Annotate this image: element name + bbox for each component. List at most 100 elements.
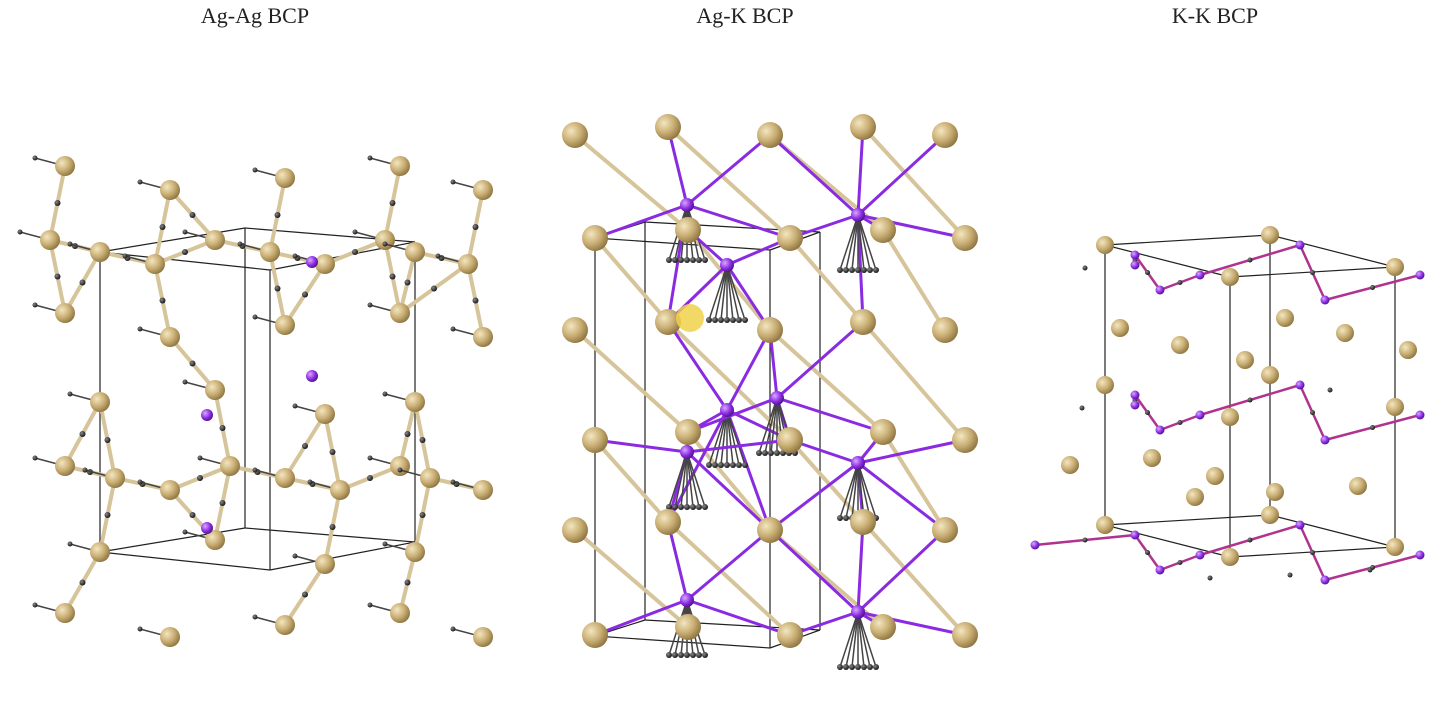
- k-atom: [1030, 540, 1040, 550]
- bcp: [736, 462, 742, 468]
- ag-atom: [1386, 258, 1404, 276]
- ag-atom: [870, 217, 896, 243]
- bcp: [79, 431, 86, 437]
- bcp: [666, 504, 672, 510]
- ag-atom: [1386, 538, 1404, 556]
- bcp: [696, 504, 702, 510]
- bond: [768, 461, 860, 532]
- bcp: [32, 302, 38, 308]
- bcp: [678, 652, 684, 658]
- ag-atom: [1061, 456, 1079, 474]
- k-atom: [1155, 425, 1165, 435]
- bcp-path: [839, 214, 859, 271]
- bcp: [696, 257, 702, 263]
- ag-atom: [390, 303, 410, 323]
- bcp: [252, 167, 258, 173]
- k-atom: [680, 593, 694, 607]
- k-atom: [1295, 520, 1305, 530]
- bond: [856, 213, 967, 240]
- k-atom: [680, 445, 694, 459]
- bcp: [861, 664, 867, 670]
- bond: [686, 430, 772, 532]
- k-atom: [720, 258, 734, 272]
- ag-atom: [315, 254, 335, 274]
- ag-atom: [562, 317, 588, 343]
- bcp-path: [720, 264, 728, 321]
- ag-atom: [205, 380, 225, 400]
- ag-atom: [205, 230, 225, 250]
- bcp: [672, 257, 678, 263]
- bcp: [389, 200, 396, 206]
- bcp: [724, 317, 730, 323]
- ag-atom: [1261, 366, 1279, 384]
- bcp: [849, 664, 855, 670]
- ag-atom: [315, 554, 335, 574]
- ag-atom: [850, 509, 876, 535]
- bcp-path: [845, 462, 859, 519]
- ag-atom: [1096, 236, 1114, 254]
- k-atom: [1130, 250, 1140, 260]
- k-atom: [1320, 575, 1330, 585]
- bcp: [690, 652, 696, 658]
- bcp: [219, 500, 226, 506]
- ag-atom: [1266, 483, 1284, 501]
- bcp: [32, 602, 38, 608]
- k-atom: [1415, 550, 1425, 560]
- ag-atom: [275, 468, 295, 488]
- ag-atom: [205, 530, 225, 550]
- k-atom: [851, 456, 865, 470]
- ag-k-structure: [562, 114, 978, 670]
- bcp-path: [726, 409, 734, 466]
- bcp: [730, 317, 736, 323]
- ag-atom: [473, 327, 493, 347]
- k-atom: [720, 403, 734, 417]
- k-atom: [201, 522, 213, 534]
- bcp: [67, 541, 73, 547]
- bcp: [237, 241, 243, 247]
- bond: [856, 520, 865, 614]
- bcp-path: [674, 451, 688, 508]
- bcp-path: [686, 451, 700, 508]
- bcp: [742, 462, 748, 468]
- k-atom: [1130, 260, 1140, 270]
- bcp-path: [726, 264, 740, 321]
- bcp: [1177, 560, 1183, 565]
- bcp: [252, 467, 258, 473]
- bcp: [329, 524, 336, 530]
- bcp-path: [770, 397, 778, 454]
- bcp: [702, 504, 708, 510]
- ag-atom: [473, 180, 493, 200]
- ag-atom: [777, 622, 803, 648]
- bcp: [189, 360, 196, 367]
- bcp: [79, 279, 86, 286]
- bcp: [762, 450, 768, 456]
- bcp-path: [839, 611, 859, 668]
- ag-atom: [952, 622, 978, 648]
- bcp-path: [686, 451, 706, 508]
- k-atom: [770, 391, 784, 405]
- bcp-path: [668, 451, 688, 508]
- bcp: [861, 267, 867, 273]
- ag-atom: [405, 242, 425, 262]
- bond: [775, 320, 865, 400]
- bcp: [1327, 387, 1333, 393]
- bcp-path: [714, 264, 728, 321]
- bcp: [1082, 265, 1088, 271]
- k-atom: [1415, 410, 1425, 420]
- k-atom: [1295, 380, 1305, 390]
- bcp: [302, 291, 308, 298]
- ag-atom: [405, 392, 425, 412]
- bcp: [404, 279, 411, 286]
- k-atom: [1155, 285, 1165, 295]
- ag-atom: [1111, 319, 1129, 337]
- bcp-path: [851, 462, 859, 519]
- bond: [573, 328, 690, 434]
- bcp: [104, 437, 111, 443]
- bcp: [137, 179, 143, 185]
- ag-atom: [1261, 226, 1279, 244]
- bond: [685, 203, 792, 240]
- ag-atom: [952, 225, 978, 251]
- ag-atom: [1236, 351, 1254, 369]
